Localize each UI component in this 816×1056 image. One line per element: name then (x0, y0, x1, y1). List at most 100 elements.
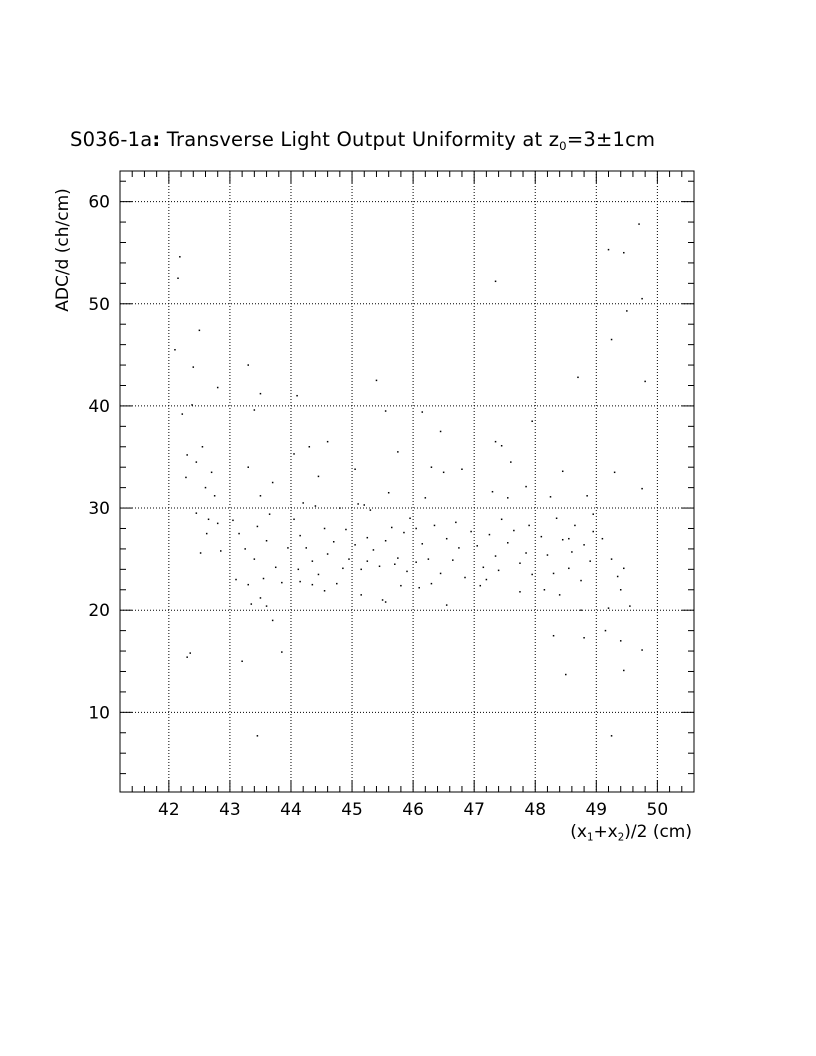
data-point (409, 517, 411, 520)
data-point (372, 549, 375, 551)
data-point (314, 505, 317, 507)
data-point (641, 487, 643, 490)
data-point (430, 466, 433, 468)
data-point (540, 535, 543, 538)
data-point (610, 338, 613, 341)
data-point (296, 394, 298, 397)
data-point (244, 548, 246, 550)
data-point (281, 581, 283, 584)
data-point (519, 591, 521, 593)
x-tick-label: 47 (463, 800, 485, 820)
data-point (387, 491, 390, 494)
data-point (439, 430, 442, 433)
data-point (430, 582, 433, 585)
data-point (623, 567, 625, 570)
data-point (592, 513, 594, 515)
data-point (604, 629, 607, 632)
data-point (494, 440, 497, 443)
data-point (235, 578, 237, 581)
data-point (360, 568, 362, 571)
data-point (568, 537, 570, 540)
data-point (464, 576, 466, 579)
data-point (274, 566, 277, 569)
data-point (256, 735, 259, 737)
data-point (199, 552, 202, 554)
data-point (565, 673, 567, 676)
data-point (253, 409, 256, 411)
data-point (552, 572, 555, 575)
data-point (366, 536, 369, 539)
data-point (332, 541, 335, 543)
data-point (378, 565, 381, 568)
data-point (461, 468, 463, 470)
data-point (259, 495, 262, 497)
data-point (445, 604, 448, 606)
data-point (568, 567, 570, 570)
data-point (626, 310, 628, 312)
data-point (348, 558, 350, 560)
data-point (507, 542, 509, 544)
x-tick-label: 49 (585, 800, 607, 820)
data-point (607, 607, 610, 609)
data-point (580, 609, 582, 611)
y-tick-label: 60 (88, 193, 110, 213)
data-point (497, 569, 500, 572)
data-point (543, 589, 546, 591)
data-point (259, 392, 262, 395)
data-point (577, 376, 579, 379)
data-point (363, 504, 366, 506)
data-point (354, 468, 356, 470)
data-point (293, 518, 295, 521)
data-point (623, 669, 625, 672)
data-point (247, 466, 249, 468)
data-point (623, 251, 625, 254)
data-point (421, 543, 424, 545)
data-point (549, 496, 552, 498)
data-point (326, 553, 329, 555)
data-point (336, 582, 338, 585)
data-point (311, 560, 314, 562)
data-point (616, 575, 619, 578)
data-point (207, 518, 210, 521)
data-point (479, 584, 482, 587)
data-point (546, 554, 549, 556)
data-point (293, 453, 295, 455)
data-point (186, 656, 188, 658)
data-point (189, 652, 191, 654)
data-point (186, 454, 188, 456)
data-point (470, 530, 472, 533)
data-point (613, 471, 616, 474)
data-point (271, 619, 274, 622)
data-point (641, 297, 643, 300)
data-point (174, 348, 176, 351)
data-point (201, 446, 204, 448)
data-point (384, 410, 387, 412)
x-tick-label: 44 (280, 800, 302, 820)
y-tick-label: 30 (88, 499, 110, 519)
data-point (195, 512, 198, 514)
plot-frame (119, 170, 695, 793)
x-tick-label: 42 (158, 800, 180, 820)
data-point (265, 605, 268, 607)
data-point (271, 481, 274, 484)
data-point (216, 522, 219, 525)
data-point (589, 560, 591, 562)
data-point (424, 497, 427, 499)
data-point (195, 461, 198, 463)
data-point (220, 550, 222, 552)
data-point (510, 461, 512, 463)
x-tick-label: 50 (647, 800, 669, 820)
data-point (418, 586, 420, 589)
data-point (305, 547, 307, 549)
y-tick-label: 10 (88, 703, 110, 723)
data-point (427, 558, 430, 560)
data-point (476, 545, 478, 547)
data-point (561, 538, 564, 541)
data-point (198, 329, 201, 332)
data-point (232, 519, 234, 522)
data-point (607, 248, 610, 251)
data-point (574, 524, 576, 527)
data-point (384, 539, 387, 542)
data-point (192, 366, 195, 368)
data-point (317, 475, 320, 478)
